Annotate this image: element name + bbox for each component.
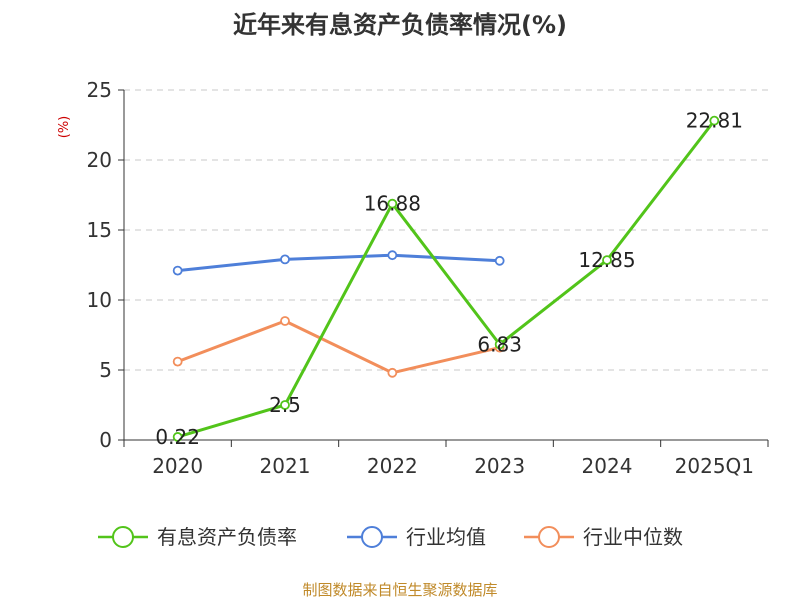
- series-line: [177, 319, 501, 375]
- data-point: [494, 255, 505, 266]
- data-label: 6.83: [477, 332, 522, 356]
- data-label: 0.22: [155, 425, 200, 449]
- x-tick-label: 2024: [582, 454, 633, 478]
- data-labels: 0.22 2.5 16.88 6.83 12.85 22.81: [155, 109, 743, 449]
- data-label: 12.85: [578, 248, 635, 272]
- data-point: [172, 356, 183, 367]
- x-tick-label: 2022: [367, 454, 418, 478]
- y-tick-label: 10: [87, 288, 112, 312]
- legend: 有息资产负债率 行业均值 行业中位数: [98, 525, 683, 549]
- x-tick-label: 2021: [260, 454, 311, 478]
- y-tick-label: 20: [87, 148, 112, 172]
- data-point: [280, 254, 290, 265]
- y-axis-unit: (%): [57, 116, 72, 139]
- data-point: [172, 265, 183, 276]
- y-tick-label: 5: [99, 358, 112, 382]
- source-note: 制图数据来自恒生聚源数据库: [302, 581, 497, 599]
- x-tick-label: 2023: [474, 454, 525, 478]
- data-point: [172, 432, 183, 442]
- legend-marker: [538, 526, 560, 548]
- axes: 0 5 10 15 20 25 2020 2021 2022 2023 2024 2025Q1: [87, 78, 769, 478]
- data-point: [280, 400, 290, 410]
- legend-label: 有息资产负债率: [157, 525, 297, 549]
- grid-lines: [124, 89, 768, 371]
- data-point: [387, 250, 398, 261]
- x-tick-label: 2020: [152, 454, 203, 478]
- series-lines: [172, 115, 720, 442]
- legend-marker: [112, 526, 134, 548]
- legend-item: 行业中位数: [524, 525, 683, 549]
- legend-item: 行业均值: [347, 525, 486, 549]
- data-point: [602, 255, 612, 266]
- legend-item: 有息资产负债率: [98, 525, 297, 549]
- data-label: 22.81: [686, 109, 743, 133]
- series-line: [177, 119, 716, 439]
- data-point: [387, 367, 398, 378]
- y-tick-label: 0: [99, 428, 112, 452]
- data-point: [709, 115, 720, 126]
- legend-marker: [361, 526, 383, 548]
- x-tick-label: 2025Q1: [675, 454, 754, 478]
- series-line: [177, 253, 500, 273]
- y-tick-label: 15: [87, 218, 112, 242]
- data-point: [494, 339, 505, 350]
- chart-title: 近年来有息资产负债率情况(%): [233, 11, 567, 39]
- data-label: 16.88: [364, 192, 421, 216]
- legend-label: 行业中位数: [583, 525, 683, 549]
- y-tick-label: 25: [87, 78, 112, 102]
- data-label: 2.5: [269, 393, 301, 417]
- data-point: [387, 198, 398, 209]
- legend-label: 行业均值: [406, 525, 486, 549]
- data-point: [280, 316, 290, 326]
